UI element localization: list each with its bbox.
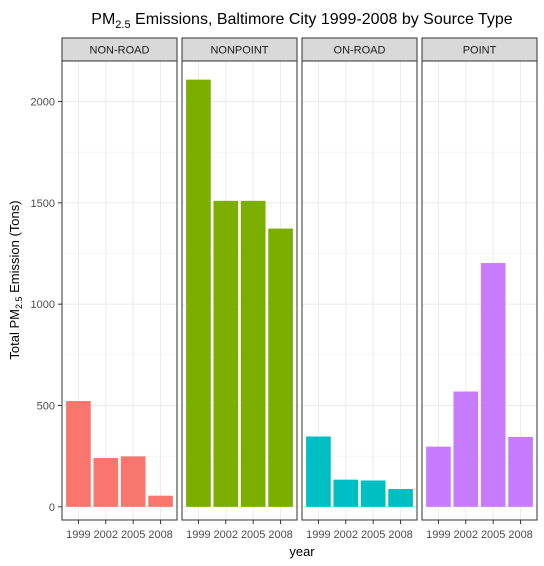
- facet-strip: [181, 37, 298, 62]
- x-tick-label: 2005: [481, 529, 505, 541]
- bar-point-1999: [426, 446, 451, 507]
- bar-nonpoint-2002: [213, 200, 239, 507]
- chart-title-prefix: PM: [91, 11, 115, 28]
- x-tick-label: 2008: [508, 529, 532, 541]
- bar-nonpoint-2008: [268, 228, 293, 507]
- facet-strip: [421, 37, 538, 62]
- y-axis-title-prefix: Total PM: [7, 309, 22, 360]
- x-tick-label: 2002: [214, 529, 238, 541]
- bar-on-road-1999: [306, 436, 331, 507]
- x-tick-label: 2008: [148, 529, 172, 541]
- facet-strip-label: ON-ROAD: [334, 45, 386, 57]
- y-axis: 0 500 1000 1500 2000: [31, 97, 62, 514]
- facet-panel-nonpoint: NONPOINT 1999 2002 2005 2008: [181, 37, 298, 541]
- x-tick-label: 2005: [121, 529, 145, 541]
- chart-title-suffix: Emissions, Baltimore City 1999-2008 by S…: [131, 11, 513, 28]
- bar-on-road-2005: [360, 480, 386, 507]
- bar-point-2008: [508, 436, 533, 507]
- bar-non-road-2008: [148, 495, 173, 507]
- y-axis-title-suffix: Emission (Tons): [7, 200, 22, 296]
- bar-non-road-2005: [120, 456, 146, 507]
- bar-nonpoint-1999: [186, 79, 211, 507]
- facet-panel-on-road: ON-ROAD 1999 2002 2005 2008: [301, 37, 418, 541]
- y-tick-label: 1000: [31, 299, 55, 311]
- facet-strip: [61, 37, 178, 62]
- bar-on-road-2002: [333, 479, 359, 507]
- y-axis-title: Total PM2.5 Emission (Tons): [7, 200, 24, 359]
- x-tick-label: 2008: [268, 529, 292, 541]
- x-tick-label: 1999: [66, 529, 90, 541]
- x-axis-title: year: [289, 544, 315, 559]
- y-tick-label: 1500: [31, 198, 55, 210]
- x-tick-label: 2008: [388, 529, 412, 541]
- bar-point-2005: [480, 263, 506, 507]
- facet-strip-label: NONPOINT: [210, 45, 268, 57]
- x-tick-label: 1999: [306, 529, 330, 541]
- x-tick-label: 2005: [361, 529, 385, 541]
- y-tick-label: 2000: [31, 97, 55, 109]
- x-tick-label: 2005: [241, 529, 265, 541]
- bar-nonpoint-2005: [240, 200, 266, 507]
- y-tick-label: 0: [49, 502, 55, 514]
- x-tick-label: 1999: [426, 529, 450, 541]
- y-axis-title-subscript: 2.5: [14, 296, 24, 309]
- bar-non-road-2002: [93, 457, 119, 507]
- facet-panel-non-road: NON-ROAD 1999 2002 2005 2008: [61, 37, 178, 541]
- bar-point-2002: [453, 391, 479, 507]
- bar-non-road-1999: [66, 401, 91, 507]
- y-tick-label: 500: [37, 401, 55, 413]
- facet-panel-point: POINT 1999 2002 2005 2008: [421, 37, 538, 541]
- chart-title-subscript: 2.5: [115, 19, 130, 31]
- bar-on-road-2008: [388, 488, 413, 507]
- facet-strip-label: POINT: [463, 45, 497, 57]
- x-tick-label: 2002: [454, 529, 478, 541]
- x-tick-label: 2002: [334, 529, 358, 541]
- x-tick-label: 1999: [186, 529, 210, 541]
- facet-strip-label: NON-ROAD: [90, 45, 150, 57]
- chart-title: PM2.5 Emissions, Baltimore City 1999-200…: [91, 11, 513, 31]
- facet-strip: [301, 37, 418, 62]
- x-tick-label: 2002: [94, 529, 118, 541]
